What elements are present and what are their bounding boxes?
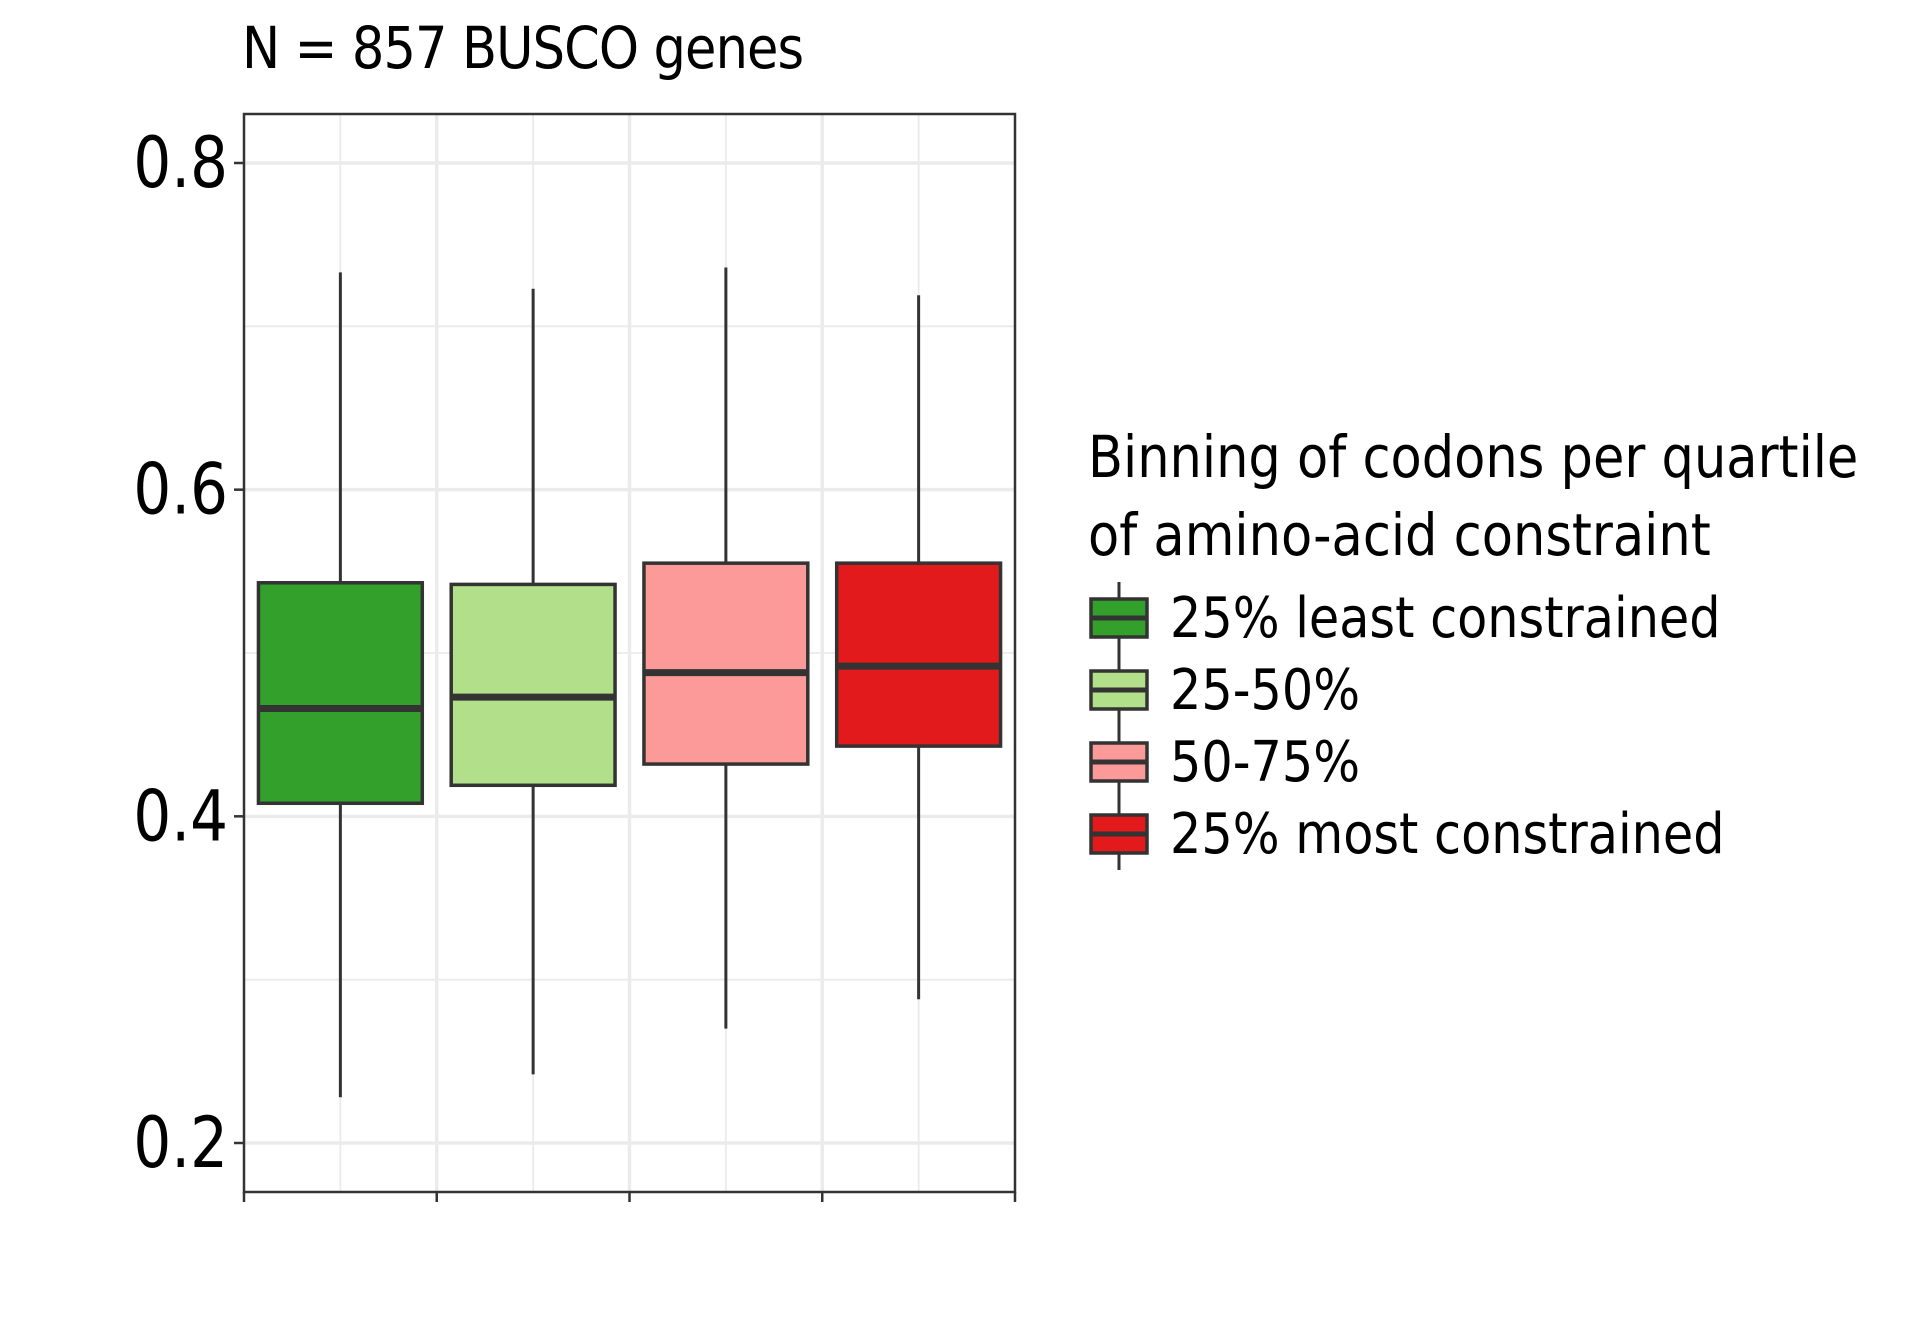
legend-item: 50-75% [1088, 726, 1916, 798]
y-tick-label: 0.8 [133, 123, 228, 204]
y-tick-label: 0.2 [133, 1103, 228, 1184]
box-iqr [834, 561, 1003, 748]
legend-key-swatch [1089, 798, 1149, 870]
box-series [256, 267, 1003, 1098]
legend-label: 25% least constrained [1170, 585, 1721, 651]
legend-label: 25-50% [1170, 657, 1361, 723]
box-iqr [642, 561, 810, 766]
x-axis [242, 1192, 1017, 1202]
legend-title-line-2: of amino-acid constraint [1088, 501, 1711, 569]
legend-item: 25-50% [1088, 654, 1916, 726]
box-1 [256, 272, 425, 1098]
chart-title: N = 857 BUSCO genes [242, 14, 804, 82]
box-4 [834, 295, 1003, 1000]
legend-key-swatch [1089, 726, 1149, 798]
legend-item: 25% least constrained [1088, 582, 1916, 654]
legend-key-swatch [1089, 654, 1149, 726]
legend-label: 50-75% [1170, 729, 1361, 795]
legend-key-swatch [1089, 582, 1149, 654]
box-3 [642, 267, 810, 1029]
legend-item: 25% most constrained [1088, 798, 1916, 870]
box-2 [449, 288, 617, 1075]
legend-title-line-1: Binning of codons per quartile [1088, 423, 1859, 491]
y-tick-label: 0.4 [133, 777, 228, 858]
legend-label: 25% most constrained [1170, 801, 1725, 867]
box-iqr [256, 581, 425, 806]
y-tick-label: 0.6 [133, 450, 228, 531]
box-iqr [449, 582, 617, 788]
legend-items: 25% least constrained 25-50% 50-75% 25% mos… [1088, 582, 1916, 870]
legend: Binning of codons per quartile of amino-… [1088, 418, 1916, 870]
y-axis: 0.2 0.4 0.6 0.8 [133, 123, 244, 1184]
